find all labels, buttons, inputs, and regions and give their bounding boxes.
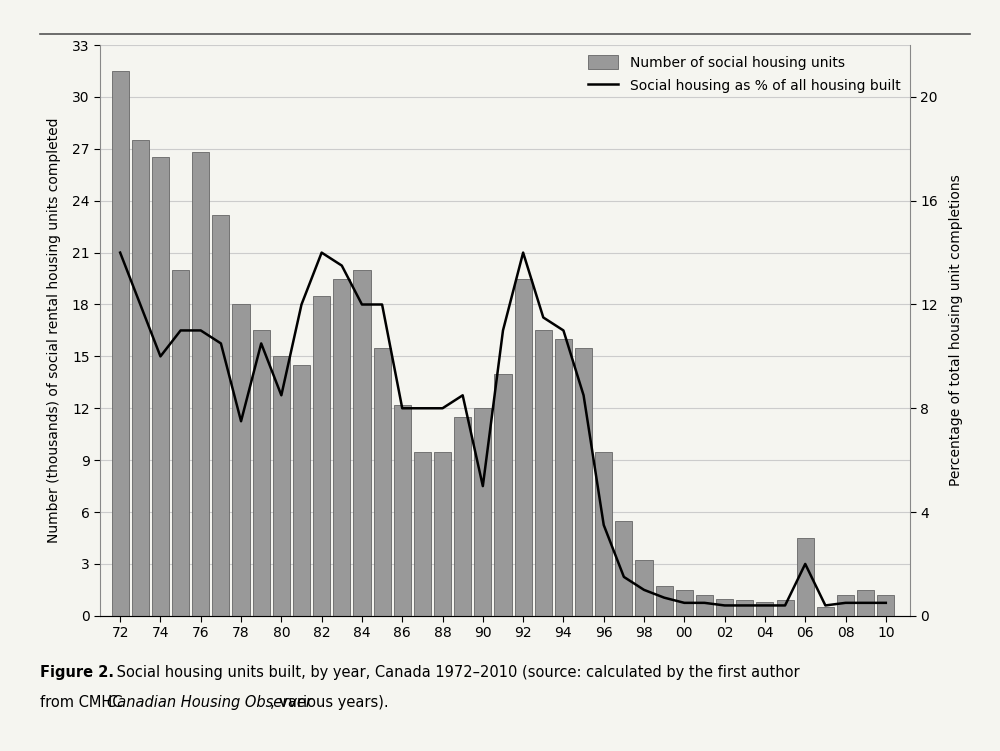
Bar <box>333 279 350 616</box>
Bar <box>212 215 229 616</box>
Bar <box>857 590 874 616</box>
Bar <box>414 451 431 616</box>
Bar <box>736 600 753 616</box>
Bar <box>515 279 532 616</box>
Bar <box>232 304 250 616</box>
Bar <box>837 595 854 616</box>
Bar <box>394 405 411 616</box>
Bar <box>615 520 632 616</box>
Bar <box>817 607 834 616</box>
Bar <box>152 158 169 616</box>
Bar <box>756 602 773 616</box>
Bar <box>797 538 814 616</box>
Bar <box>676 590 693 616</box>
Bar <box>313 296 330 616</box>
Bar <box>253 330 270 616</box>
Bar <box>474 409 491 616</box>
Bar <box>112 71 129 616</box>
Bar <box>454 417 471 616</box>
Bar <box>777 600 794 616</box>
Y-axis label: Number (thousands) of social rental housing units completed: Number (thousands) of social rental hous… <box>47 118 61 543</box>
Bar <box>293 365 310 616</box>
Text: Figure 2.: Figure 2. <box>40 665 114 680</box>
Bar <box>353 270 371 616</box>
Text: Social housing units built, by year, Canada 1972–2010 (source: calculated by the: Social housing units built, by year, Can… <box>112 665 800 680</box>
Bar <box>374 348 391 616</box>
Bar <box>877 595 894 616</box>
Bar <box>696 595 713 616</box>
Text: , various years).: , various years). <box>270 695 389 710</box>
Bar <box>656 587 673 616</box>
Bar <box>132 140 149 616</box>
Bar <box>172 270 189 616</box>
Bar <box>434 451 451 616</box>
Bar <box>635 560 653 616</box>
Bar <box>716 599 733 616</box>
Legend: Number of social housing units, Social housing as % of all housing built: Number of social housing units, Social h… <box>582 50 906 98</box>
Bar <box>494 374 512 616</box>
Text: from CMHC: from CMHC <box>40 695 127 710</box>
Bar <box>575 348 592 616</box>
Bar <box>192 152 209 616</box>
Bar <box>595 451 612 616</box>
Text: Canadian Housing Observer: Canadian Housing Observer <box>107 695 312 710</box>
Bar <box>555 339 572 616</box>
Bar <box>273 357 290 616</box>
Y-axis label: Percentage of total housing unit completions: Percentage of total housing unit complet… <box>949 174 963 487</box>
Bar <box>535 330 552 616</box>
